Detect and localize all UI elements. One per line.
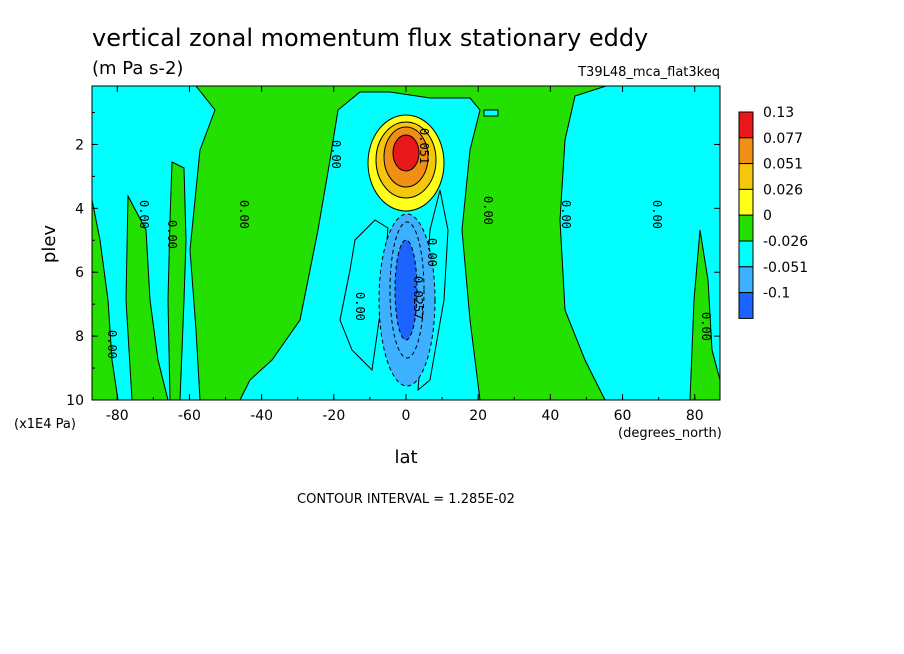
contour-label: 0.00	[559, 200, 573, 229]
x-tick-label: -40	[250, 408, 273, 424]
colorbar-label: -0.026	[763, 234, 808, 250]
y-axis-label: plev	[39, 225, 60, 264]
green-region-left2	[125, 194, 169, 400]
contour-label: 0.00	[650, 200, 664, 229]
colorbar-label: 0.13	[763, 105, 794, 121]
positive-contour-red	[392, 134, 420, 172]
colorbar-swatch	[738, 111, 754, 139]
x-axis: -80 -60 -40 -20 0 20 40 60 80	[106, 86, 704, 424]
contour-label: 0.00	[105, 330, 119, 359]
colorbar-swatch	[738, 266, 754, 294]
x-tick-label: -60	[178, 408, 201, 424]
contour-label: 0.00	[353, 292, 367, 321]
colorbar-label: -0.1	[763, 286, 790, 302]
y-tick-label: 10	[66, 393, 84, 409]
x-axis-label: lat	[394, 447, 417, 468]
contour-interval-note: CONTOUR INTERVAL = 1.285E-02	[297, 492, 515, 507]
y-axis: 2 4 6 8 10	[66, 112, 720, 409]
colorbar-swatch	[738, 163, 754, 190]
x-tick-label: 20	[469, 408, 487, 424]
cyan-cutout-top	[483, 109, 499, 117]
colorbar-swatch	[738, 137, 754, 165]
units-label: (m Pa s-2)	[92, 58, 183, 79]
negative-contour-dark	[394, 239, 418, 341]
colorbar-label: 0	[763, 208, 772, 224]
green-region-right	[689, 229, 720, 400]
colorbar-swatch	[738, 188, 754, 216]
x-tick-label: -20	[322, 408, 345, 424]
y-tick-label: 6	[75, 265, 84, 281]
y-tick-label: 2	[75, 137, 84, 153]
y-tick-label: 4	[75, 201, 84, 217]
contour-label: 0.051	[417, 128, 431, 164]
colorbar-label: 0.026	[763, 182, 803, 198]
contour-label: 0.00	[481, 196, 495, 225]
experiment-label: T39L48_mca_flat3keq	[577, 65, 720, 80]
colorbar-label: 0.051	[763, 157, 803, 173]
chart-title: vertical zonal momentum flux stationary …	[92, 24, 648, 52]
contour-label: 0.00	[237, 200, 251, 229]
plot-area: 0.00 0.00 0.00 0.00 0.00 0.00 0.00 0.00 …	[92, 86, 720, 400]
y-units-label: (x1E4 Pa)	[14, 417, 76, 432]
colorbar-label: -0.051	[763, 260, 808, 276]
x-tick-label: 80	[686, 408, 704, 424]
y-tick-label: 8	[75, 329, 84, 345]
x-tick-label: 40	[541, 408, 559, 424]
x-tick-label: 60	[614, 408, 632, 424]
contour-labels: 0.00 0.00 0.00 0.00 0.00 0.00 0.00 0.00 …	[105, 128, 713, 359]
x-units-label: (degrees_north)	[618, 426, 722, 441]
colorbar: 0.13 0.077 0.051 0.026 0 -0.026 -0.051 -0.1	[738, 105, 808, 319]
colorbar-swatch	[738, 240, 754, 268]
green-region-left3	[167, 161, 187, 400]
positive-anomaly	[367, 114, 445, 212]
x-tick-label: 0	[402, 408, 411, 424]
contour-label: 0.00	[165, 220, 179, 249]
contour-label: 0.00	[699, 312, 713, 341]
colorbar-swatch	[738, 292, 754, 319]
green-region-main	[189, 86, 607, 400]
cyan-cutout-center	[339, 219, 389, 372]
colorbar-label: 0.077	[763, 131, 803, 147]
x-tick-label: -80	[106, 408, 129, 424]
contour-label: 0.00	[425, 238, 439, 267]
green-region-left	[92, 199, 119, 400]
green-regions	[92, 86, 720, 400]
contour-label: 0.00	[329, 140, 343, 169]
negative-anomaly	[378, 213, 436, 387]
colorbar-swatch	[738, 214, 754, 242]
contour-label: 0.00	[137, 200, 151, 229]
contour-label: 0.0257	[411, 276, 425, 319]
